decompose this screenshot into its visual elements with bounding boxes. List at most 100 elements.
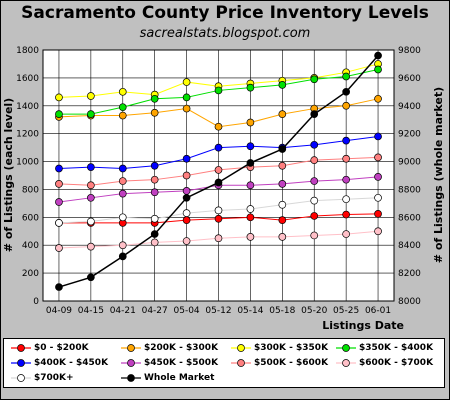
data-point <box>342 175 350 184</box>
y-tick-label: 0 <box>33 297 39 307</box>
data-point <box>342 87 350 96</box>
data-point <box>342 101 350 110</box>
legend-marker-icon <box>11 374 31 382</box>
data-point <box>246 142 255 151</box>
legend-marker-icon <box>121 374 141 382</box>
x-tick-label: 04-15 <box>78 306 104 316</box>
y2-tick-label: 8200 <box>398 269 421 279</box>
x-tick-label: 06-01 <box>365 306 391 316</box>
data-point <box>87 242 95 251</box>
data-point <box>118 111 127 120</box>
chart-subtitle: sacrealstats.blogspot.com <box>139 26 311 41</box>
legend-label: $450K - $500K <box>144 358 219 368</box>
data-point <box>118 252 127 261</box>
data-point <box>150 108 159 117</box>
x-tick-label: 05-18 <box>269 306 295 316</box>
x-tick-label: 04-09 <box>46 306 72 316</box>
data-point <box>55 180 63 188</box>
y-axis-title: # of Listings (each level) <box>2 98 15 252</box>
data-point <box>278 200 287 209</box>
legend-marker-icon <box>11 344 31 352</box>
data-point <box>214 178 223 187</box>
legend-label: $700K+ <box>34 373 74 383</box>
data-point <box>278 81 287 89</box>
x-tick-label: 04-21 <box>110 306 136 316</box>
data-point <box>214 234 223 243</box>
x-tick-label: 05-04 <box>174 306 200 316</box>
data-point <box>342 72 350 81</box>
data-point <box>118 189 127 198</box>
data-point <box>118 177 127 185</box>
y-tick-label: 800 <box>22 185 39 195</box>
data-point <box>87 92 95 100</box>
data-point <box>310 75 319 84</box>
data-point <box>55 219 63 227</box>
data-point <box>182 93 191 102</box>
data-point <box>342 210 350 219</box>
data-point <box>55 110 63 118</box>
data-point <box>278 110 287 118</box>
data-point <box>182 193 191 202</box>
legend-marker-icon <box>121 359 141 367</box>
data-point <box>246 233 255 241</box>
data-point <box>150 175 159 184</box>
y2-tick-label: 9200 <box>398 130 421 140</box>
data-point <box>310 110 319 118</box>
data-point <box>246 181 255 190</box>
legend-label: $350K - $400K <box>359 343 434 353</box>
data-point <box>55 164 63 173</box>
x-tick-label: 05-14 <box>237 306 263 316</box>
data-point <box>118 103 127 112</box>
data-point <box>246 213 255 222</box>
data-point <box>182 237 191 245</box>
data-point <box>374 209 382 218</box>
y-tick-label: 600 <box>22 213 39 223</box>
data-point <box>374 132 382 141</box>
data-point <box>118 87 127 96</box>
data-point <box>55 198 63 206</box>
data-point <box>278 180 287 188</box>
legend: $0 - $200K $200K - $300K $300K - $350K $350… <box>3 338 445 388</box>
data-point <box>278 161 287 170</box>
data-point <box>87 163 95 171</box>
legend-label: $0 - $200K <box>34 343 89 353</box>
data-point <box>150 94 159 103</box>
data-point <box>182 171 191 180</box>
data-point <box>182 186 191 195</box>
data-point <box>374 193 382 202</box>
data-point <box>55 283 63 291</box>
data-point <box>118 241 127 250</box>
y2-tick-label: 9800 <box>398 46 421 56</box>
data-point <box>55 93 63 102</box>
data-point <box>214 206 223 215</box>
data-point <box>278 216 287 224</box>
data-point <box>150 230 159 238</box>
legend-label: $200K - $300K <box>144 343 219 353</box>
data-point <box>246 83 255 92</box>
y2-tick-label: 9400 <box>398 102 421 112</box>
legend-marker-icon <box>336 344 356 352</box>
data-point <box>55 244 63 252</box>
data-point <box>150 238 159 247</box>
y-tick-label: 1600 <box>16 74 39 84</box>
data-point <box>310 212 319 220</box>
y-tick-label: 1400 <box>16 102 39 112</box>
data-point <box>182 154 191 163</box>
data-point <box>87 181 95 190</box>
y-tick-label: 1800 <box>16 46 39 56</box>
series-points <box>55 51 382 291</box>
y-tick-label: 400 <box>22 241 39 251</box>
data-point <box>246 118 255 127</box>
data-point <box>374 173 382 181</box>
data-point <box>150 214 159 223</box>
legend-marker-icon <box>231 344 251 352</box>
y2-tick-label: 8800 <box>398 185 421 195</box>
data-point <box>310 177 319 185</box>
data-point <box>374 51 382 60</box>
data-point <box>182 209 191 217</box>
axis-ticks: 0 200 400 600 800 1000 1200 1400 1600 1800 8000 820… <box>16 46 421 316</box>
data-point <box>374 65 382 74</box>
y2-tick-label: 8600 <box>398 213 421 223</box>
data-point <box>150 161 159 170</box>
